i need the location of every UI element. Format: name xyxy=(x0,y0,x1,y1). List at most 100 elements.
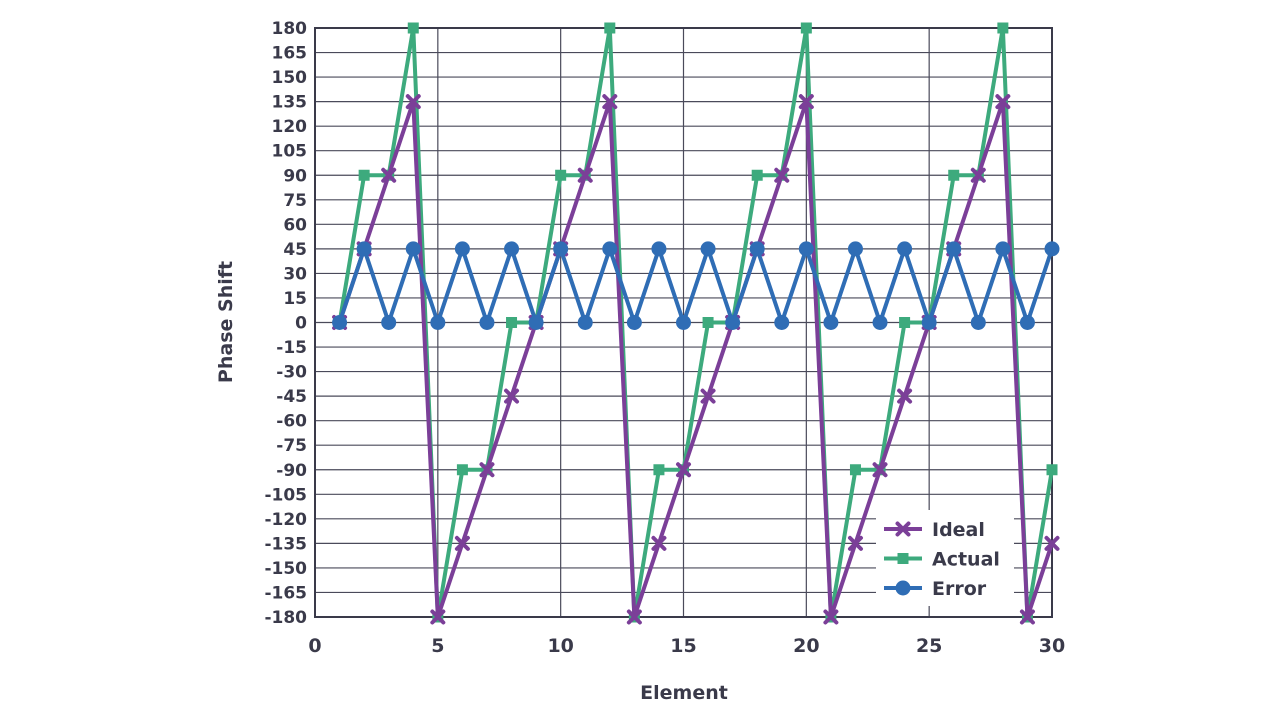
series-error-point xyxy=(749,241,765,257)
x-tick-label: 30 xyxy=(1039,635,1065,657)
y-tick-label: -165 xyxy=(264,583,307,603)
series-actual-point xyxy=(702,317,714,328)
series-error-point xyxy=(651,241,667,257)
series-error-line xyxy=(337,246,1054,325)
series-actual-point xyxy=(800,22,812,34)
x-tick-label: 20 xyxy=(793,635,819,657)
x-tick-label: 5 xyxy=(431,635,444,657)
series-ideal-point xyxy=(430,609,446,625)
series-error-point xyxy=(430,315,446,330)
x-tick-label: 15 xyxy=(670,635,696,657)
series-error-point xyxy=(626,315,642,330)
y-tick-label: 60 xyxy=(283,215,307,235)
series-error-point xyxy=(798,241,814,257)
y-tick-label: 135 xyxy=(272,93,308,113)
legend-error-point xyxy=(895,580,911,596)
series-actual-point xyxy=(506,317,518,328)
y-tick-label: 120 xyxy=(272,117,308,137)
series-error-point xyxy=(528,315,544,330)
series-actual-point xyxy=(604,22,616,34)
series-error-point xyxy=(577,315,593,330)
y-tick-label: -30 xyxy=(276,363,307,383)
legend-item-ideal: Ideal xyxy=(884,519,985,541)
series-actual-point xyxy=(751,169,763,181)
y-axis-title: Phase Shift xyxy=(215,261,237,383)
series-ideal-point xyxy=(602,94,618,110)
x-tick-label: 25 xyxy=(916,635,942,657)
series-error-point xyxy=(454,241,470,257)
legend-actual-point xyxy=(897,553,909,564)
x-tick-label: 10 xyxy=(547,635,573,657)
legend-label-error: Error xyxy=(932,578,987,600)
series-ideal-point xyxy=(676,462,691,478)
series-ideal-point xyxy=(970,167,986,183)
series-ideal-point xyxy=(847,535,863,551)
series-actual-point xyxy=(407,22,419,34)
x-tick-labels: 0 5 10 15 20 25 30 xyxy=(308,635,1065,657)
series-error-point xyxy=(479,315,495,330)
series-actual-point xyxy=(849,464,861,476)
series-error-point xyxy=(405,241,421,257)
series-ideal-point xyxy=(872,462,888,478)
y-tick-label: 165 xyxy=(272,44,308,64)
series-error-point xyxy=(602,241,618,257)
series-error-point xyxy=(847,241,863,257)
plot-frame xyxy=(314,27,1053,618)
legend: Ideal Actual Error xyxy=(876,510,1014,606)
legend-item-actual: Actual xyxy=(884,549,1000,571)
series-error-point xyxy=(897,241,913,257)
series-error-point xyxy=(725,315,741,330)
series-error-point xyxy=(946,241,962,257)
series-ideal-point xyxy=(1044,535,1060,551)
y-tick-label: 0 xyxy=(295,314,307,334)
series-ideal-point xyxy=(381,167,397,183)
y-tick-label: -45 xyxy=(276,387,307,407)
y-tick-label: 90 xyxy=(283,166,307,186)
series-ideal-point xyxy=(651,535,667,551)
y-tick-labels: 1801651501351201059075604530150-15-30-45… xyxy=(264,19,307,628)
y-tick-label: -75 xyxy=(276,436,307,456)
y-tick-label: -180 xyxy=(264,608,307,628)
series-ideal-point xyxy=(995,94,1011,110)
series-actual-line xyxy=(337,26,1054,619)
series-error-point xyxy=(774,315,790,330)
y-tick-label: 45 xyxy=(283,240,307,260)
series-error-point xyxy=(700,241,716,257)
series-error-point xyxy=(921,315,937,330)
y-tick-label: -60 xyxy=(276,412,307,432)
y-tick-label: 30 xyxy=(283,264,307,284)
series-error xyxy=(332,241,1060,330)
legend-label-ideal: Ideal xyxy=(932,519,985,541)
series-ideal-point xyxy=(700,388,716,404)
series-ideal-point xyxy=(626,609,642,625)
series-actual-point xyxy=(653,464,665,476)
series-error-point xyxy=(381,315,397,330)
series-error-point xyxy=(553,241,569,257)
y-tick-label: 105 xyxy=(272,142,308,162)
series-ideal-point xyxy=(479,462,495,478)
y-tick-label: -105 xyxy=(264,485,307,505)
series-actual-point xyxy=(997,22,1009,34)
y-tick-label: -150 xyxy=(264,559,307,579)
series-actual-point xyxy=(1046,464,1058,476)
y-tick-label: 15 xyxy=(283,289,307,309)
legend-label-actual: Actual xyxy=(932,549,1000,571)
series-actual-point xyxy=(358,169,370,181)
series-error-point xyxy=(1044,241,1060,257)
series-ideal-point xyxy=(405,94,421,110)
y-tick-label: 180 xyxy=(272,19,308,39)
series-ideal-point xyxy=(798,94,814,110)
series-ideal-point xyxy=(577,167,593,183)
y-tick-label: 75 xyxy=(283,191,307,211)
series-actual-point xyxy=(555,169,567,181)
series-ideal-point xyxy=(504,388,520,404)
series-error-point xyxy=(504,241,520,257)
series-ideal-point xyxy=(774,167,790,183)
series-ideal-point xyxy=(1019,609,1035,625)
series-error-point xyxy=(823,315,839,330)
y-tick-label: -15 xyxy=(276,338,307,358)
y-tick-label: -135 xyxy=(264,534,307,554)
series-ideal-point xyxy=(454,535,470,551)
